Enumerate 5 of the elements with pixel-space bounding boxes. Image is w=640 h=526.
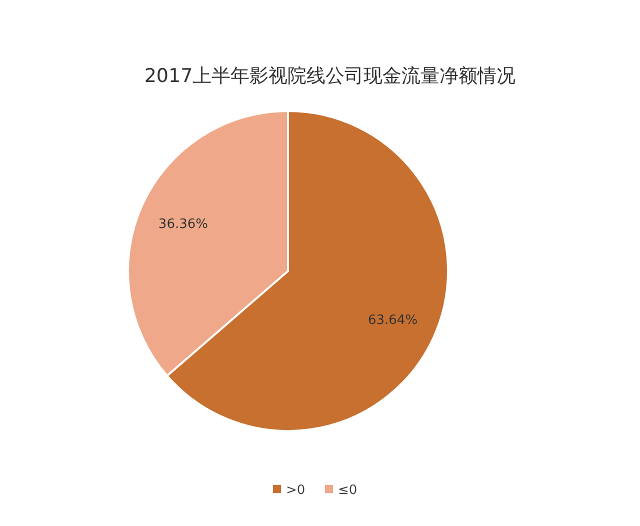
legend-label: >0 <box>286 483 306 498</box>
data-label: 36.36% <box>158 217 208 232</box>
legend-label: ≤0 <box>338 483 358 498</box>
data-label: 63.64% <box>368 312 418 328</box>
chart-title: 2017上半年影视院线公司现金流量净额情况 <box>144 65 516 87</box>
